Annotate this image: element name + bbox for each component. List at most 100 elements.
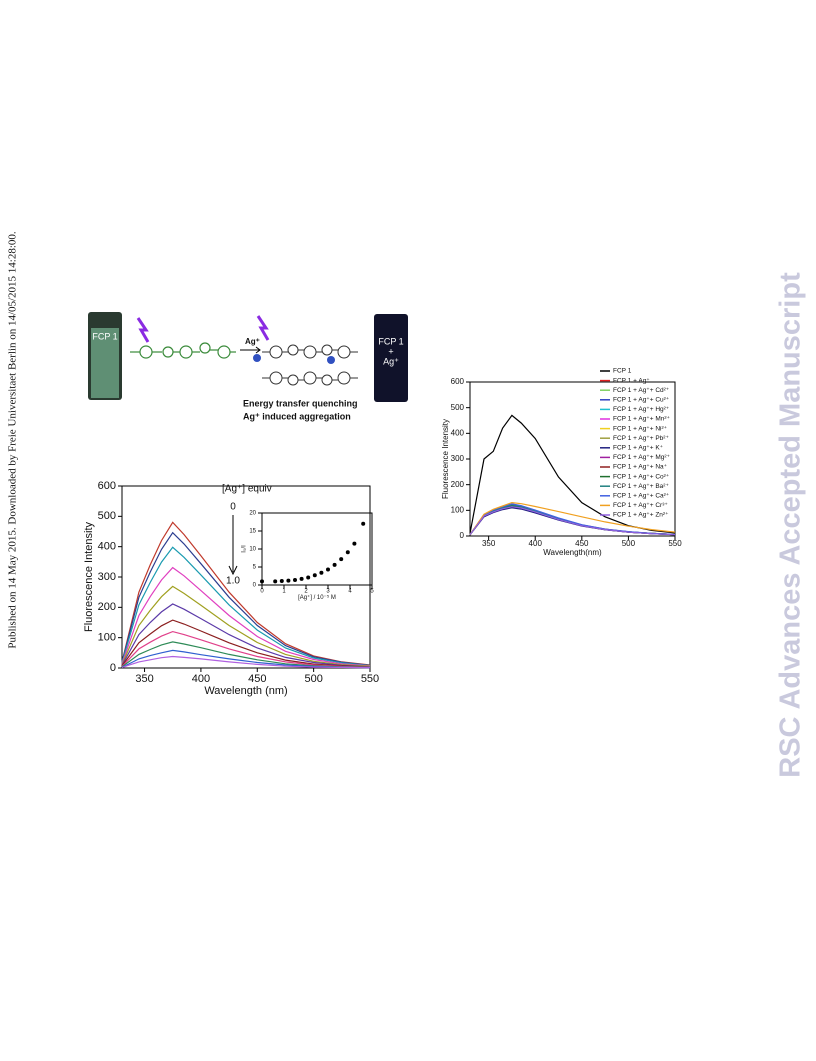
y-axis-label: Fluorescence Intensity [441, 419, 450, 499]
caption: Energy transfer quenching [243, 398, 358, 408]
x-tick-label: 2 [304, 589, 308, 595]
y-tick-label: 0 [460, 531, 465, 540]
legend-label: FCP 1 + Ag⁺+ Ba²⁺ [613, 483, 669, 490]
series-line [469, 506, 676, 536]
series-line [469, 501, 676, 536]
legend-label: FCP 1 [613, 368, 632, 375]
point [293, 577, 297, 582]
ion [253, 354, 261, 362]
point [332, 562, 337, 567]
x-tick-label: 400 [529, 539, 543, 548]
legend-label: FCP 1 + Ag⁺+ Ca²⁺ [613, 493, 670, 500]
series-line [121, 603, 371, 668]
lightning [136, 317, 150, 343]
x-tick-label: 3 [326, 589, 330, 595]
series-line [121, 531, 371, 666]
legend-label: FCP 1 + Ag⁺+ Mn²⁺ [613, 416, 671, 423]
y-tick-label: 600 [451, 377, 465, 386]
annotation: [Ag⁺] equiv [222, 484, 272, 495]
point [352, 541, 357, 546]
graphic: FCP 1 FCP 1 + Ag⁺ Ag⁺ Energy transfer qu… [88, 312, 408, 421]
legend-label: FCP 1 + Ag⁺+ Pb²⁺ [613, 435, 669, 442]
series-line [121, 619, 371, 668]
legend-label: FCP 1 + Ag⁺+ K⁺ [613, 445, 664, 452]
annotation: 0 [230, 502, 236, 513]
y-tick-label: 500 [451, 403, 465, 412]
x-axis-label: [Ag⁺] / 10⁻⁵ M [298, 594, 336, 601]
point [345, 550, 350, 555]
x-tick-label: 450 [575, 539, 589, 548]
legend-label: FCP 1 + Ag⁺+ Hg²⁺ [613, 406, 670, 413]
point [260, 579, 264, 584]
legend-label: FCP 1 + Ag⁺+ Ni²⁺ [613, 425, 668, 432]
y-tick-label: 300 [98, 571, 116, 583]
legend-label: FCP 1 + Ag⁺+ Cr³⁺ [613, 502, 668, 509]
point [286, 578, 291, 583]
lightning [256, 315, 270, 341]
x-tick-label: 350 [135, 673, 153, 685]
x-tick-label: 350 [482, 539, 496, 548]
series-line [121, 655, 371, 669]
vial-label: FCP 1 [378, 336, 403, 346]
x-tick-label: 550 [361, 673, 379, 685]
point [299, 576, 304, 581]
point [326, 567, 330, 572]
legend-label: FCP 1 + Ag⁺+ Co²⁺ [613, 473, 670, 480]
legend-label: FCP 1 + Ag⁺+ Zn²⁺ [613, 512, 669, 519]
x-tick-label: 500 [622, 539, 636, 548]
point [306, 575, 311, 580]
x-tick-label: 450 [248, 673, 266, 685]
legend-label: FCP 1 + Ag⁺ [613, 377, 650, 384]
vial-label: FCP 1 [92, 331, 117, 341]
y-tick-label: 100 [98, 632, 116, 644]
legend-label: FCP 1 + Ag⁺+ Na⁺ [613, 464, 668, 471]
sidebar: Published on 14 May 2015. Downloaded by … [7, 231, 19, 649]
y-tick-label: 15 [249, 529, 256, 535]
y-tick-label: 100 [451, 505, 465, 514]
y-tick-label: 200 [451, 480, 465, 489]
arrow [240, 346, 261, 354]
point [279, 579, 284, 584]
x-tick-label: 0 [260, 589, 264, 595]
legend-label: FCP 1 + Ag⁺+ Mg²⁺ [613, 454, 671, 461]
series-line [121, 585, 371, 667]
x-tick-label: 400 [192, 673, 210, 685]
y-axis-label: Fluorescence Intensity [83, 521, 95, 632]
vial [374, 314, 408, 402]
y-axis-label: I₀/I [242, 545, 248, 553]
point [319, 570, 324, 575]
y-tick-label: 200 [98, 601, 116, 613]
y-tick-label: 20 [249, 511, 256, 517]
x-tick-label: 4 [348, 589, 352, 595]
annotation: 1.0 [226, 576, 240, 587]
vial-liquid [91, 328, 119, 398]
caption: Ag⁺ induced aggregation [243, 411, 351, 421]
series-line [121, 546, 371, 667]
legend-label: FCP 1 + Ag⁺+ Cd²⁺ [613, 387, 670, 394]
annotation-arrow [228, 565, 238, 576]
point [273, 579, 278, 584]
x-tick-label: 1 [282, 589, 286, 595]
y-tick-label: 0 [253, 583, 257, 589]
series-line [121, 630, 371, 668]
y-tick-label: 400 [451, 428, 465, 437]
point [361, 521, 366, 526]
arrow-label: Ag⁺ [245, 337, 260, 346]
x-axis-label: Wavelength(nm) [543, 548, 602, 557]
point [339, 557, 344, 562]
y-tick-label: 500 [98, 510, 116, 522]
y-tick-label: 10 [249, 547, 256, 553]
watermark: RSC Advances Accepted Manuscript [775, 272, 807, 778]
vial-label: + [388, 346, 393, 356]
y-tick-label: 300 [451, 454, 465, 463]
point [312, 573, 317, 578]
x-axis-label: Wavelength (nm) [204, 685, 287, 697]
series-line [121, 566, 371, 667]
y-tick-label: 0 [110, 662, 116, 674]
series-line [121, 521, 371, 666]
legend-label: FCP 1 + Ag⁺+ Cu²⁺ [613, 397, 670, 404]
y-tick-label: 600 [98, 480, 116, 492]
x-tick-label: 5 [370, 589, 374, 595]
